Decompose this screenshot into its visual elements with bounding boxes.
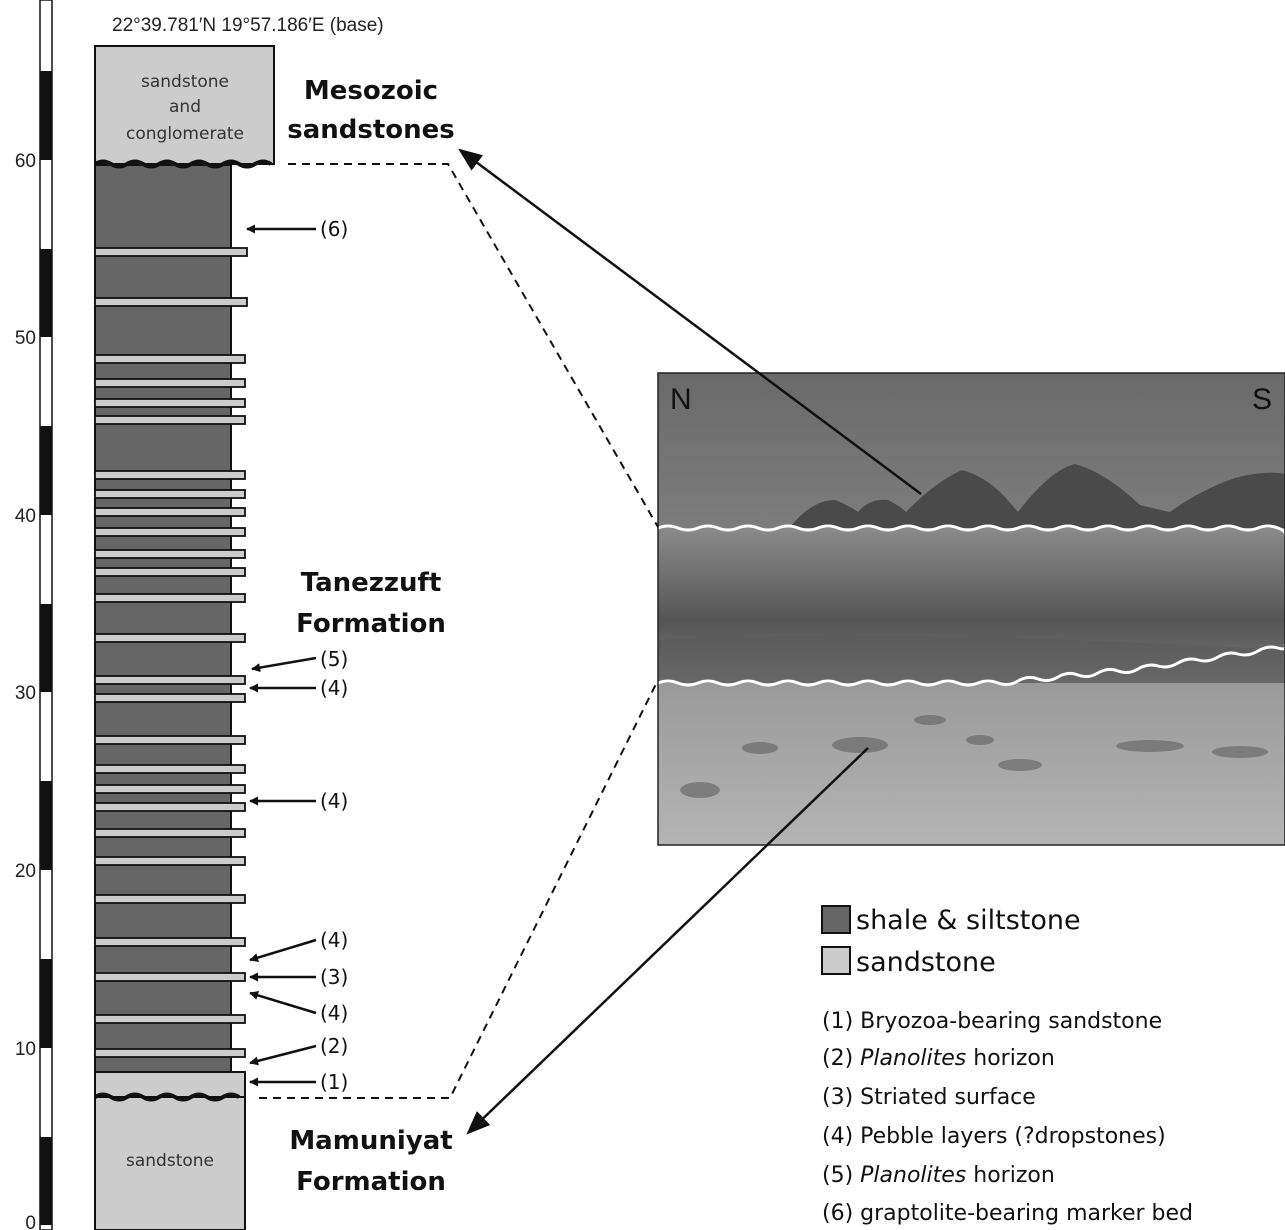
legend-notes: (1) Bryozoa-bearing sandstone (2) Planol… xyxy=(822,1009,1193,1226)
photo-upper-boundary xyxy=(657,524,1285,536)
note-4: (4) Pebble layers (?dropstones) xyxy=(822,1124,1166,1149)
top-unit-label-2: and xyxy=(169,97,201,117)
mamuniyat-pointer-arrow xyxy=(466,747,869,1135)
sandstone-interbed xyxy=(94,693,246,703)
note-2: (2) Planolites horizon xyxy=(822,1046,1055,1071)
marker-label-4b: (4) xyxy=(320,789,348,813)
stratigraphic-column xyxy=(94,45,275,1230)
photo-south-label: S xyxy=(1252,383,1272,416)
sandstone-interbed xyxy=(94,894,246,904)
legend-shale-swatch xyxy=(821,905,851,934)
mamuniyat-label-1: Mamuniyat xyxy=(289,1126,452,1156)
marker-arrow-4d xyxy=(249,991,317,1015)
sandstone-interbed xyxy=(94,567,246,577)
tanezzuft-label-1: Tanezzuft xyxy=(301,568,442,598)
sandstone-interbed xyxy=(94,828,246,838)
sandstone-interbed xyxy=(94,764,246,774)
scale-tick-30: 30 xyxy=(15,683,36,704)
sandstone-interbed xyxy=(94,297,248,307)
sandstone-interbed xyxy=(94,549,246,559)
sandstone-interbed xyxy=(94,633,246,643)
top-unit-label-3: conglomerate xyxy=(126,124,244,144)
marker-arrow-2 xyxy=(249,1044,317,1066)
field-photo: N S xyxy=(657,372,1285,846)
sandstone-interbed xyxy=(94,593,246,603)
sandstone-interbed xyxy=(94,470,246,480)
sandstone-interbed xyxy=(94,398,246,408)
mesozoic-pointer-arrow xyxy=(458,148,922,496)
sandstone-interbed xyxy=(94,735,246,745)
marker-label-4a: (4) xyxy=(320,676,348,700)
photo-lower-boundary xyxy=(657,644,1285,687)
marker-label-5: (5) xyxy=(320,647,348,671)
hills xyxy=(790,464,1285,530)
sandstone-interbed xyxy=(94,937,246,947)
sandstone-interbed xyxy=(94,675,246,685)
legend: shale & siltstone sandstone xyxy=(821,905,1081,978)
coordinates-label: 22°39.781′N 19°57.186′E (base) xyxy=(112,15,384,36)
note-6: (6) graptolite-bearing marker bed xyxy=(822,1201,1193,1226)
marker-labels: (6) (5) (4) (4) (4) (3) (4) (2) (1) xyxy=(320,217,348,1094)
sandstone-interbeds xyxy=(94,247,248,1058)
sandstone-interbed xyxy=(94,1048,246,1058)
scale-tick-20: 20 xyxy=(15,861,36,882)
marker-arrow-4c xyxy=(249,938,317,962)
scale-tick-40: 40 xyxy=(15,506,36,527)
scale-tick-50: 50 xyxy=(15,328,36,349)
correlation-line-top xyxy=(288,163,659,528)
note-1: (1) Bryozoa-bearing sandstone xyxy=(822,1009,1162,1034)
sandstone-interbed xyxy=(94,527,246,537)
sandstone-interbed xyxy=(94,354,246,364)
tanezzuft-label-2: Formation xyxy=(296,609,446,639)
shale-siltstone-unit xyxy=(94,164,232,1073)
mesozoic-label-1: Mesozoic xyxy=(304,76,438,106)
sandstone-interbed xyxy=(94,507,246,517)
marker-label-1: (1) xyxy=(320,1070,348,1094)
scale-tick-0: 0 xyxy=(25,1213,36,1230)
sandstone-interbed xyxy=(94,802,246,812)
mamuniyat-label-2: Formation xyxy=(296,1167,446,1197)
legend-sandstone-label: sandstone xyxy=(856,947,996,978)
sandstone-top-unit xyxy=(94,45,275,165)
sandstone-interbed xyxy=(94,972,246,982)
marker-arrows xyxy=(246,224,317,1087)
sandstone-base-unit xyxy=(94,1096,246,1230)
sandstone-interbed xyxy=(94,784,246,794)
scale-tick-60: 60 xyxy=(15,151,36,172)
marker-label-4c: (4) xyxy=(320,928,348,952)
sandstone-interbed xyxy=(94,247,248,257)
note-3: (3) Striated surface xyxy=(822,1085,1036,1110)
legend-shale-label: shale & siltstone xyxy=(856,905,1081,936)
scale-ticks: 0 10 20 30 40 50 60 xyxy=(15,151,36,1230)
marker-label-2: (2) xyxy=(320,1034,348,1058)
photo-north-label: N xyxy=(670,383,692,416)
correlation-line-base xyxy=(259,679,659,1099)
sandstone-interbed xyxy=(94,1014,246,1024)
marker-label-4d: (4) xyxy=(320,1001,348,1025)
scale-bar xyxy=(39,0,53,1230)
base-unit-label: sandstone xyxy=(126,1151,214,1171)
legend-sandstone-swatch xyxy=(821,946,851,975)
sandstone-interbed xyxy=(94,378,246,388)
marker-arrow-5 xyxy=(251,656,317,673)
top-unit-label-1: sandstone xyxy=(141,72,229,92)
sandstone-interbed xyxy=(94,856,246,866)
marker-label-3: (3) xyxy=(320,965,348,989)
sandstone-interbed xyxy=(94,489,246,499)
scale-tick-10: 10 xyxy=(15,1039,36,1060)
unconformity-top xyxy=(93,159,273,169)
sandstone-interbed xyxy=(94,415,246,425)
mesozoic-label-2: sandstones xyxy=(287,115,455,145)
note-5: (5) Planolites horizon xyxy=(822,1163,1055,1188)
correlation-lines xyxy=(259,163,659,1099)
marker-label-6: (6) xyxy=(320,217,348,241)
unconformity-base xyxy=(93,1092,241,1102)
